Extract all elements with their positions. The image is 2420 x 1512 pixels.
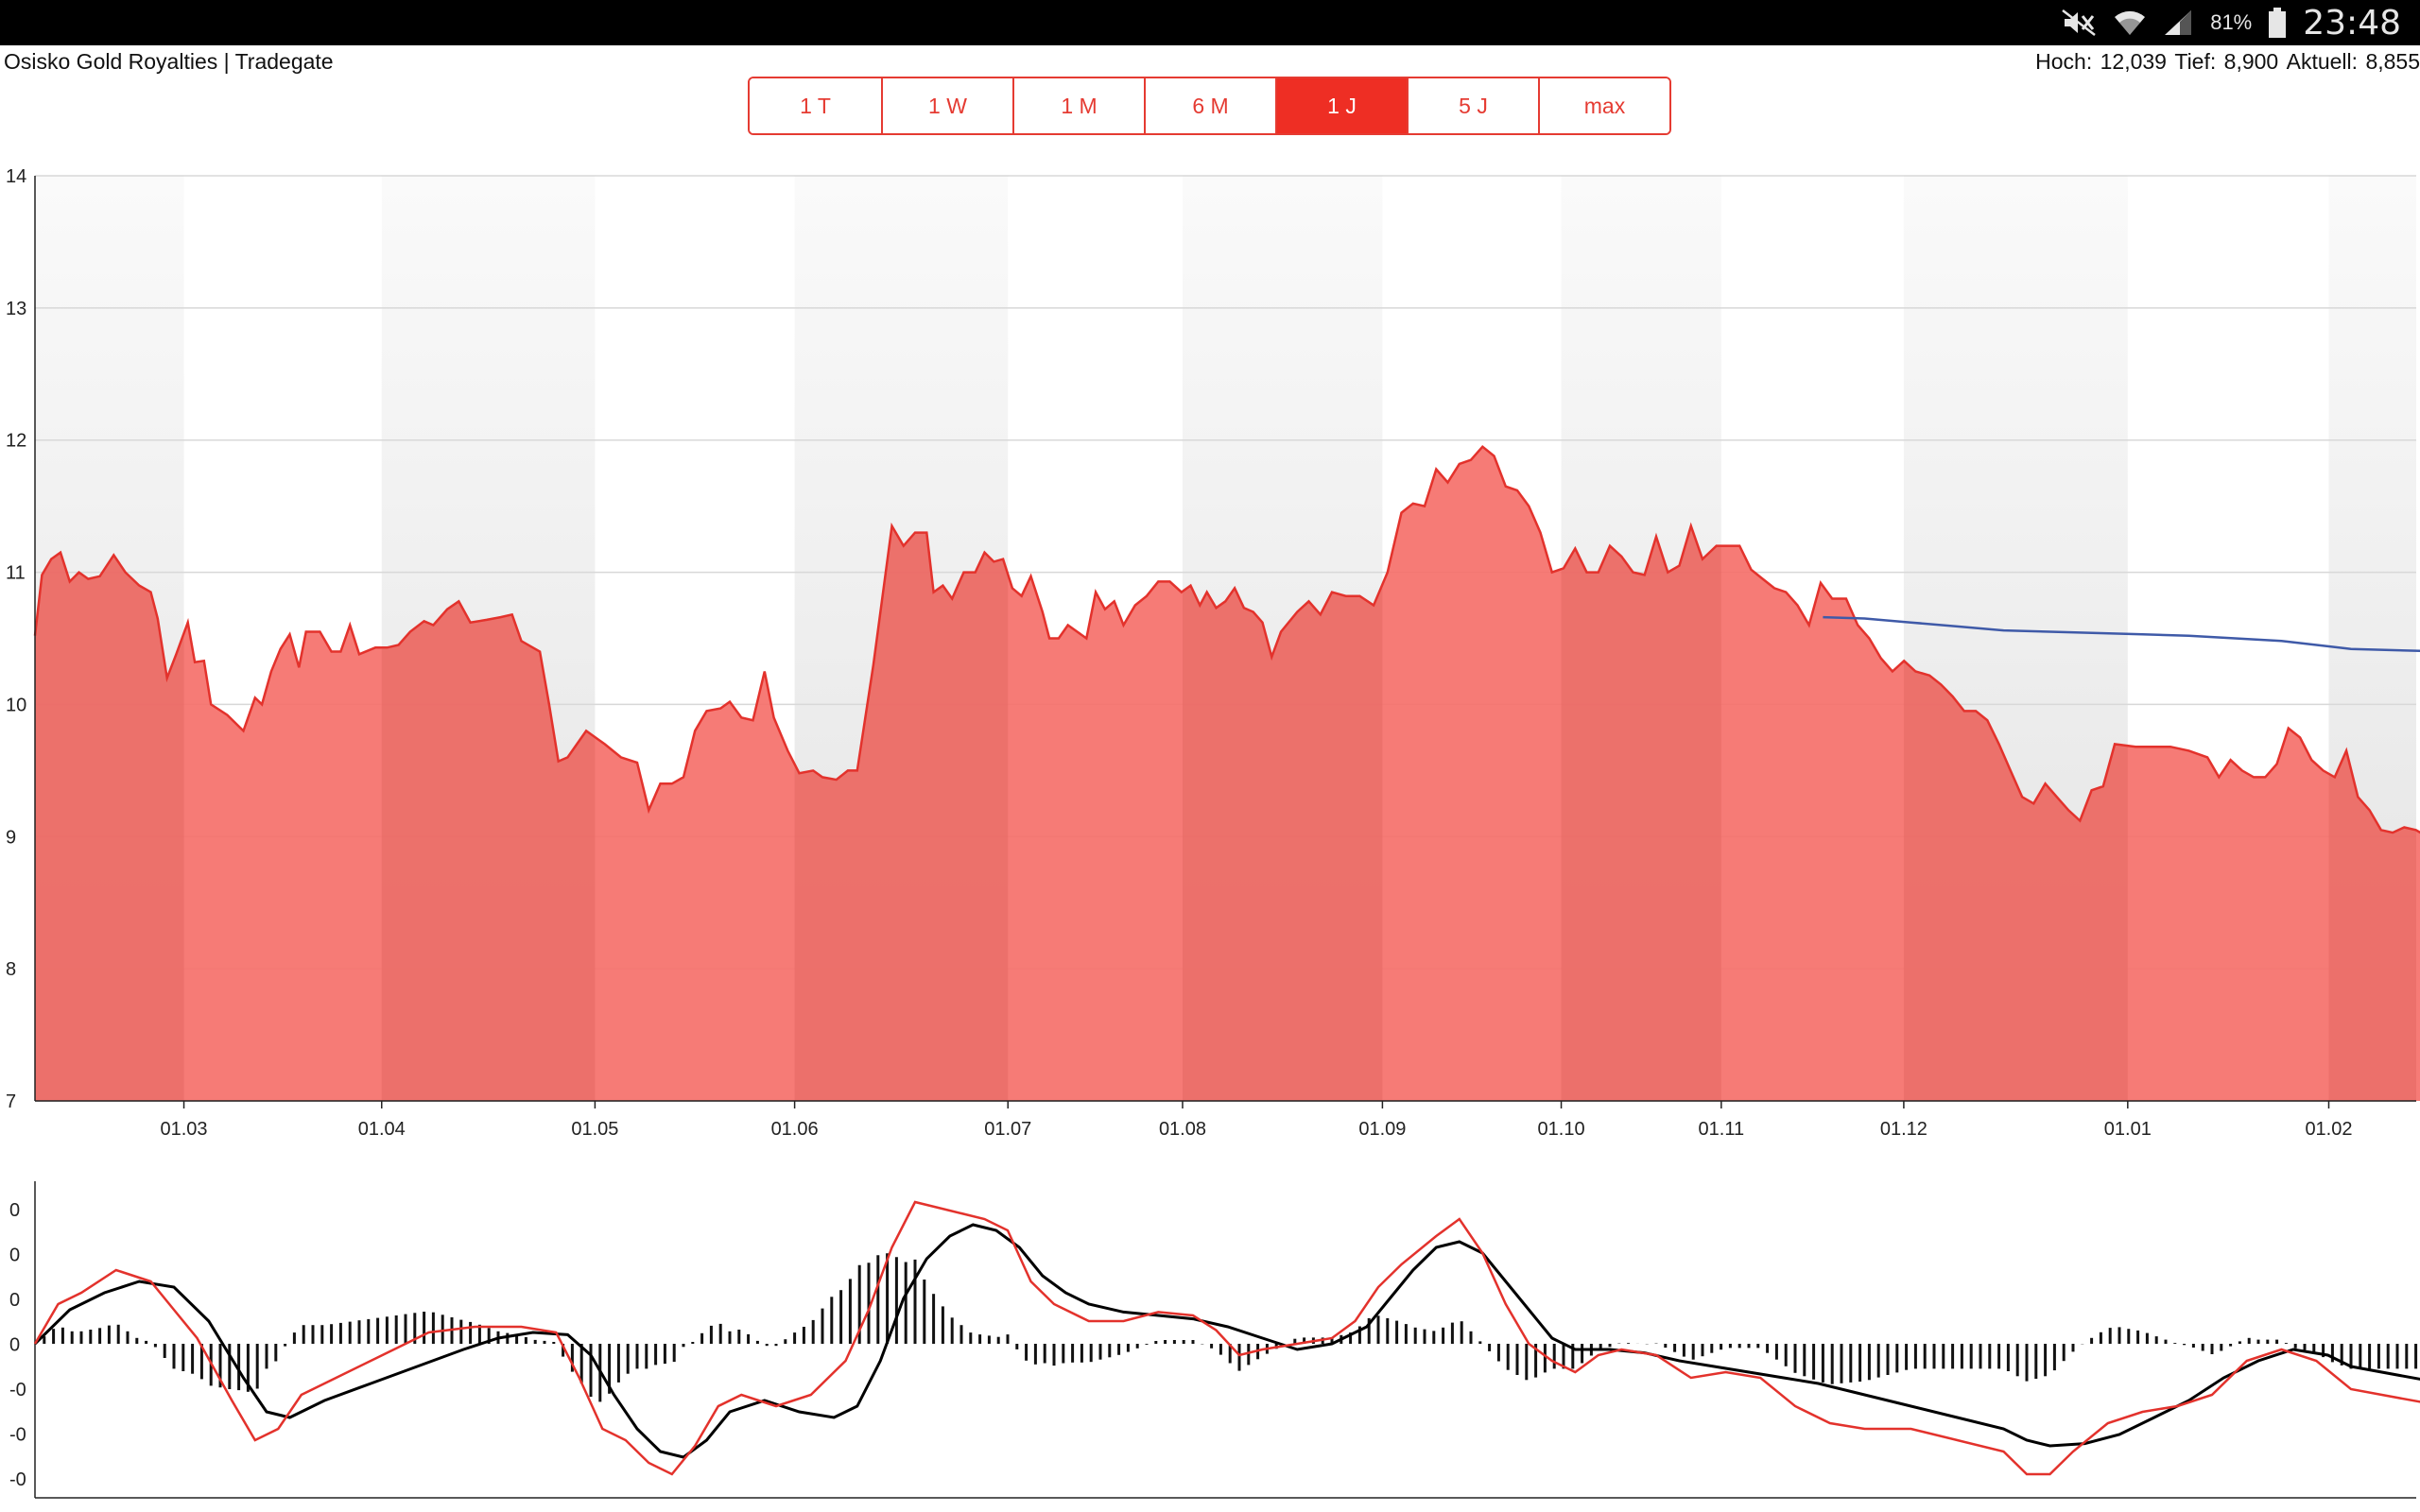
price-area bbox=[35, 446, 2420, 1101]
price-line bbox=[33, 444, 2420, 834]
x-tick-label: 01.06 bbox=[771, 1119, 819, 1140]
y-tick-label: 10 bbox=[6, 695, 26, 715]
x-tick-label: 01.01 bbox=[2104, 1119, 2152, 1140]
macd-chart: 0 0 0 0 -0 -0 -0 bbox=[9, 1181, 2420, 1499]
x-tick-label: 01.11 bbox=[1699, 1119, 1745, 1140]
y-tick-label: 8 bbox=[6, 959, 16, 980]
macd-y-tick-label: -0 bbox=[9, 1469, 26, 1490]
battery-percentage: 81% bbox=[2210, 10, 2253, 34]
mute-icon bbox=[2062, 9, 2096, 36]
y-tick-label: 7 bbox=[6, 1091, 16, 1112]
signal-icon bbox=[2165, 10, 2192, 35]
stat-high-value: 12,039 bbox=[2100, 49, 2167, 74]
x-tick-label: 01.03 bbox=[161, 1119, 208, 1140]
macd-y-tick-label: -0 bbox=[9, 1425, 26, 1446]
macd-y-tick-label: 0 bbox=[9, 1290, 20, 1311]
y-tick-label: 11 bbox=[6, 563, 26, 584]
battery-icon bbox=[2269, 8, 2287, 38]
tab-5j[interactable]: 5 J bbox=[1407, 78, 1538, 133]
status-bar-right: 81% 23:48 bbox=[2061, 0, 2401, 45]
y-tick-label: 12 bbox=[6, 431, 26, 452]
page-title: Osisko Gold Royalties | Tradegate bbox=[4, 49, 334, 74]
tab-1j[interactable]: 1 J bbox=[1275, 78, 1407, 133]
x-tick-label: 01.09 bbox=[1358, 1119, 1406, 1140]
x-tick-label: 01.04 bbox=[358, 1119, 406, 1140]
y-tick-label: 14 bbox=[6, 166, 26, 187]
tab-1w[interactable]: 1 W bbox=[881, 78, 1012, 133]
x-tick-label: 01.08 bbox=[1159, 1119, 1206, 1140]
wifi-icon bbox=[2115, 10, 2146, 35]
price-chart: 7 8 9 10 11 12 13 14 01.03 01.04 01.05 01.06 01.07 01… bbox=[6, 166, 2420, 1140]
stat-high-label: Hoch: bbox=[2035, 49, 2093, 74]
tab-1m[interactable]: 1 M bbox=[1012, 78, 1144, 133]
tab-max[interactable]: max bbox=[1538, 78, 1669, 133]
signal-line bbox=[33, 1223, 2420, 1459]
price-stats: Hoch: 12,039 Tief: 8,900 Aktuell: 8,855 bbox=[2033, 49, 2420, 75]
stat-low-value: 8,900 bbox=[2223, 49, 2279, 74]
x-tick-label: 01.10 bbox=[1538, 1119, 1585, 1140]
stat-low-label: Tief: bbox=[2174, 49, 2217, 74]
status-clock: 23:48 bbox=[2303, 3, 2401, 43]
x-tick-label: 01.07 bbox=[984, 1119, 1031, 1140]
stat-current-label: Aktuell: bbox=[2286, 49, 2359, 74]
macd-line bbox=[33, 1200, 2420, 1476]
x-tick-label: 01.02 bbox=[2305, 1119, 2352, 1140]
tab-1t[interactable]: 1 T bbox=[750, 78, 881, 133]
status-bar: 81% 23:48 bbox=[0, 0, 2420, 45]
macd-y-tick-label: 0 bbox=[9, 1246, 20, 1266]
y-tick-label: 9 bbox=[6, 827, 16, 848]
macd-y-tick-label: 0 bbox=[9, 1200, 20, 1221]
y-tick-label: 13 bbox=[6, 299, 26, 319]
macd-y-tick-label: 0 bbox=[9, 1335, 20, 1356]
average-line bbox=[1823, 615, 2420, 653]
macd-y-tick-label: -0 bbox=[9, 1380, 26, 1400]
macd-histogram bbox=[43, 1253, 2418, 1402]
x-tick-label: 01.12 bbox=[1880, 1119, 1927, 1140]
tab-6m[interactable]: 6 M bbox=[1144, 78, 1275, 133]
x-tick-label: 01.05 bbox=[571, 1119, 618, 1140]
stat-current-value: 8,855 bbox=[2365, 49, 2420, 74]
timerange-tabs: 1 T 1 W 1 M 6 M 1 J 5 J max bbox=[748, 77, 1671, 135]
